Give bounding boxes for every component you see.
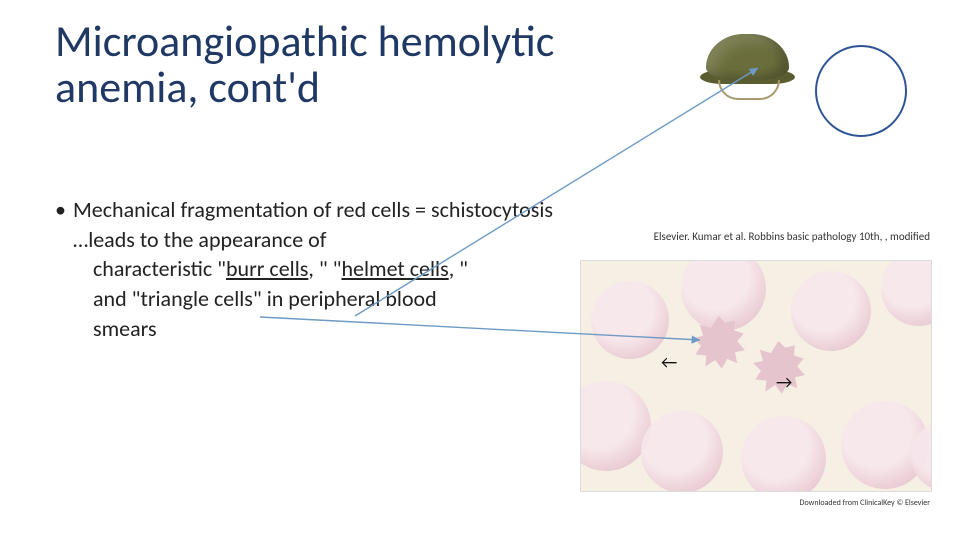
helmet-dome [706,34,789,80]
citation-top: Elsevier. Kumar et al. Robbins basic pat… [654,230,930,243]
rbc-cell [681,260,766,331]
micrograph-image: →← [580,260,932,492]
rbc-cell [881,260,932,326]
bullet-dot: • [55,195,73,225]
bullet-cont3: and "triangle cells" in peripheral blood [55,284,565,314]
txt: , " [449,255,468,282]
body-text: • Mechanical fragmentation of red cells … [55,195,565,343]
rbc-cell [741,416,826,492]
citation-bottom: Downloaded from ClinicalKey © Elsevier [800,498,930,508]
bullet-cont4: smears [55,314,565,344]
rbc-cell [791,271,871,351]
burr-cells-text: burr cells [226,255,308,282]
helmet-image [700,30,795,90]
txt: characteristic " [93,255,226,282]
rbc-cell [641,411,723,492]
slide-title: Microangiopathic hemolytic anemia, cont'… [55,18,575,110]
bullet-lead: Mechanical fragmentation of red cells = … [73,195,553,225]
helmet-cells-text: helmet cells [341,255,448,282]
bullet-cont1: …leads to the appearance of [55,225,565,255]
helmet-strap [718,80,780,100]
txt: , " " [308,255,341,282]
bullet-line2: characteristic "burr cells, " "helmet ce… [55,254,565,284]
rbc-cell [580,381,651,471]
circle-annotation [815,45,907,137]
micrograph-arrow: → [776,371,792,393]
micrograph-arrow: ← [661,351,677,373]
rbc-cell [591,281,669,359]
